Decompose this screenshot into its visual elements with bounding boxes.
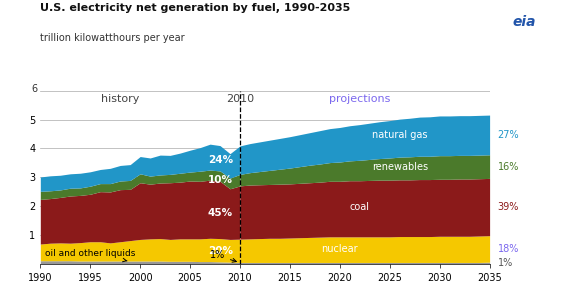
Text: 1%: 1% [498,258,513,268]
Text: oil and other liquids: oil and other liquids [45,248,135,262]
Text: 10%: 10% [208,175,233,185]
Text: 39%: 39% [498,202,519,212]
Text: U.S. electricity net generation by fuel, 1990-2035: U.S. electricity net generation by fuel,… [40,3,351,13]
Text: coal: coal [350,202,370,212]
Text: 2010: 2010 [226,94,254,104]
Text: renewables: renewables [372,161,428,171]
Text: 24%: 24% [208,155,233,165]
Text: history: history [101,94,139,104]
Text: 18%: 18% [498,244,519,254]
Text: 20%: 20% [208,246,233,256]
Text: 27%: 27% [498,130,519,140]
Text: eia: eia [512,15,536,29]
Text: nuclear: nuclear [321,244,358,254]
Text: 16%: 16% [498,161,519,171]
Text: 1%: 1% [210,250,236,262]
Text: 6: 6 [31,84,37,95]
Text: trillion kilowatthours per year: trillion kilowatthours per year [40,33,185,43]
Text: 45%: 45% [208,208,233,218]
Text: natural gas: natural gas [372,130,427,140]
Text: projections: projections [329,94,391,104]
